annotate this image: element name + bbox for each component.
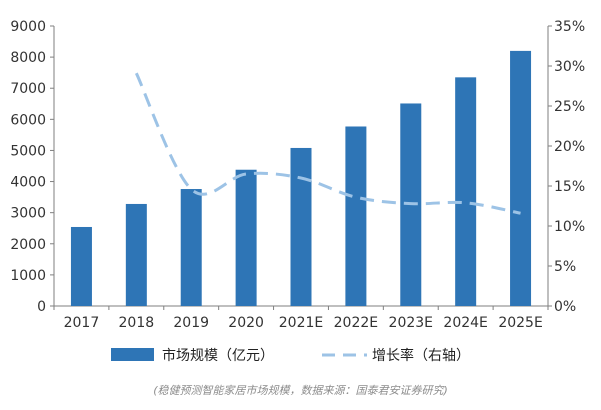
left-tick-label: 6000 <box>10 112 46 128</box>
growth-line-path <box>134 72 521 215</box>
right-tick-label: 0% <box>554 299 576 315</box>
bar <box>455 77 477 306</box>
x-tick-label: 2020 <box>228 315 264 331</box>
growth-line <box>134 72 521 215</box>
legend-bar-label: 市场规模（亿元） <box>162 347 274 364</box>
left-tick-label: 7000 <box>10 81 46 97</box>
bar <box>235 169 257 306</box>
right-tick-label: 5% <box>554 259 576 275</box>
legend: 市场规模（亿元） 增长率（右轴） <box>111 347 470 364</box>
bar <box>290 147 312 306</box>
bar <box>345 126 367 306</box>
x-tick-label: 2021E <box>279 315 323 331</box>
right-tick-label: 20% <box>554 139 585 155</box>
bar <box>510 50 532 307</box>
left-tick-label: 8000 <box>10 50 46 66</box>
left-tick-label: 1000 <box>10 268 46 284</box>
left-tick-label: 9000 <box>10 19 46 35</box>
left-tick-label: 5000 <box>10 143 46 159</box>
left-tick-label: 4000 <box>10 175 46 191</box>
legend-bar-swatch <box>111 348 154 361</box>
x-tick-label: 2022E <box>334 315 378 331</box>
right-tick-label: 25% <box>554 99 585 115</box>
right-tick-label: 15% <box>554 179 585 195</box>
x-tick-label: 2024E <box>443 315 487 331</box>
left-tick-label: 0 <box>37 299 46 315</box>
legend-line-label: 增长率（右轴） <box>372 347 470 364</box>
x-tick-label: 2017 <box>64 315 100 331</box>
source-note: (稳健预测智能家居市场规模，数据来源：国泰君安证券研究) <box>153 384 448 397</box>
right-tick-label: 35% <box>554 19 585 35</box>
x-tick-label: 2023E <box>389 315 433 331</box>
left-tick-label: 2000 <box>10 237 46 253</box>
x-tick-label: 2019 <box>173 315 209 331</box>
tick-labels: 0 1000 2000 3000 4000 5000 6000 7000 8000 9000 0% 5… <box>10 19 585 331</box>
right-tick-label: 10% <box>554 219 585 235</box>
x-tick-label: 2018 <box>119 315 155 331</box>
bar <box>70 226 92 306</box>
x-tick-label: 2025E <box>498 315 542 331</box>
left-tick-label: 3000 <box>10 206 46 222</box>
bar <box>125 203 147 306</box>
right-tick-label: 30% <box>554 59 585 75</box>
bar <box>180 189 202 306</box>
